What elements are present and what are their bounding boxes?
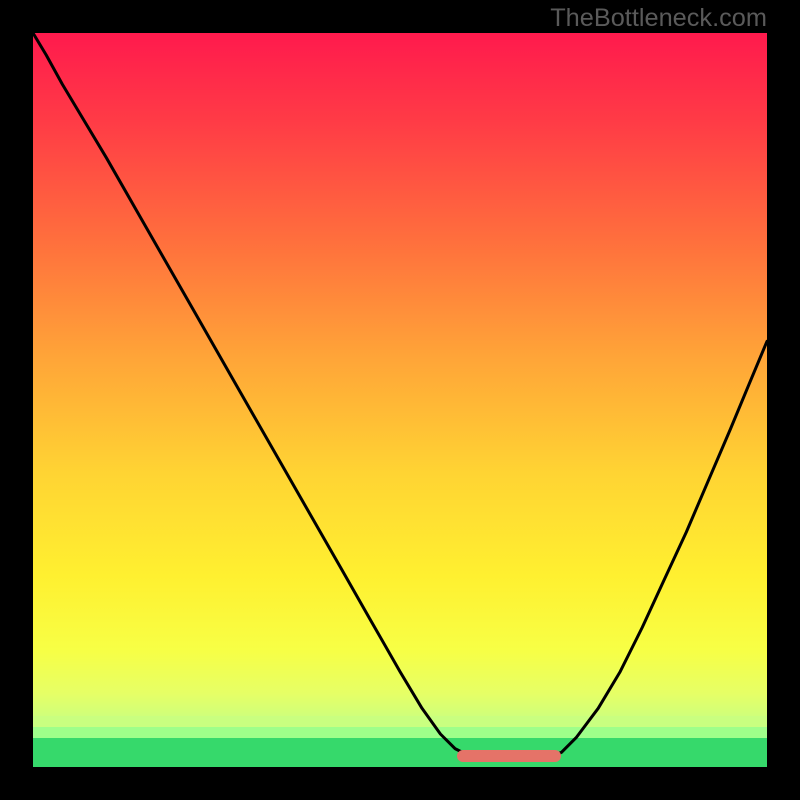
chart-stage: TheBottleneck.com	[0, 0, 800, 800]
green-band-1	[33, 727, 767, 738]
green-band-2	[33, 738, 767, 767]
plot-green-bands	[33, 33, 767, 767]
frame-border-left	[0, 0, 33, 800]
watermark-text: TheBottleneck.com	[550, 4, 767, 33]
optimal-range-marker	[457, 750, 562, 762]
frame-border-right	[767, 0, 800, 800]
frame-border-bottom	[0, 767, 800, 800]
green-band-0	[33, 716, 767, 727]
